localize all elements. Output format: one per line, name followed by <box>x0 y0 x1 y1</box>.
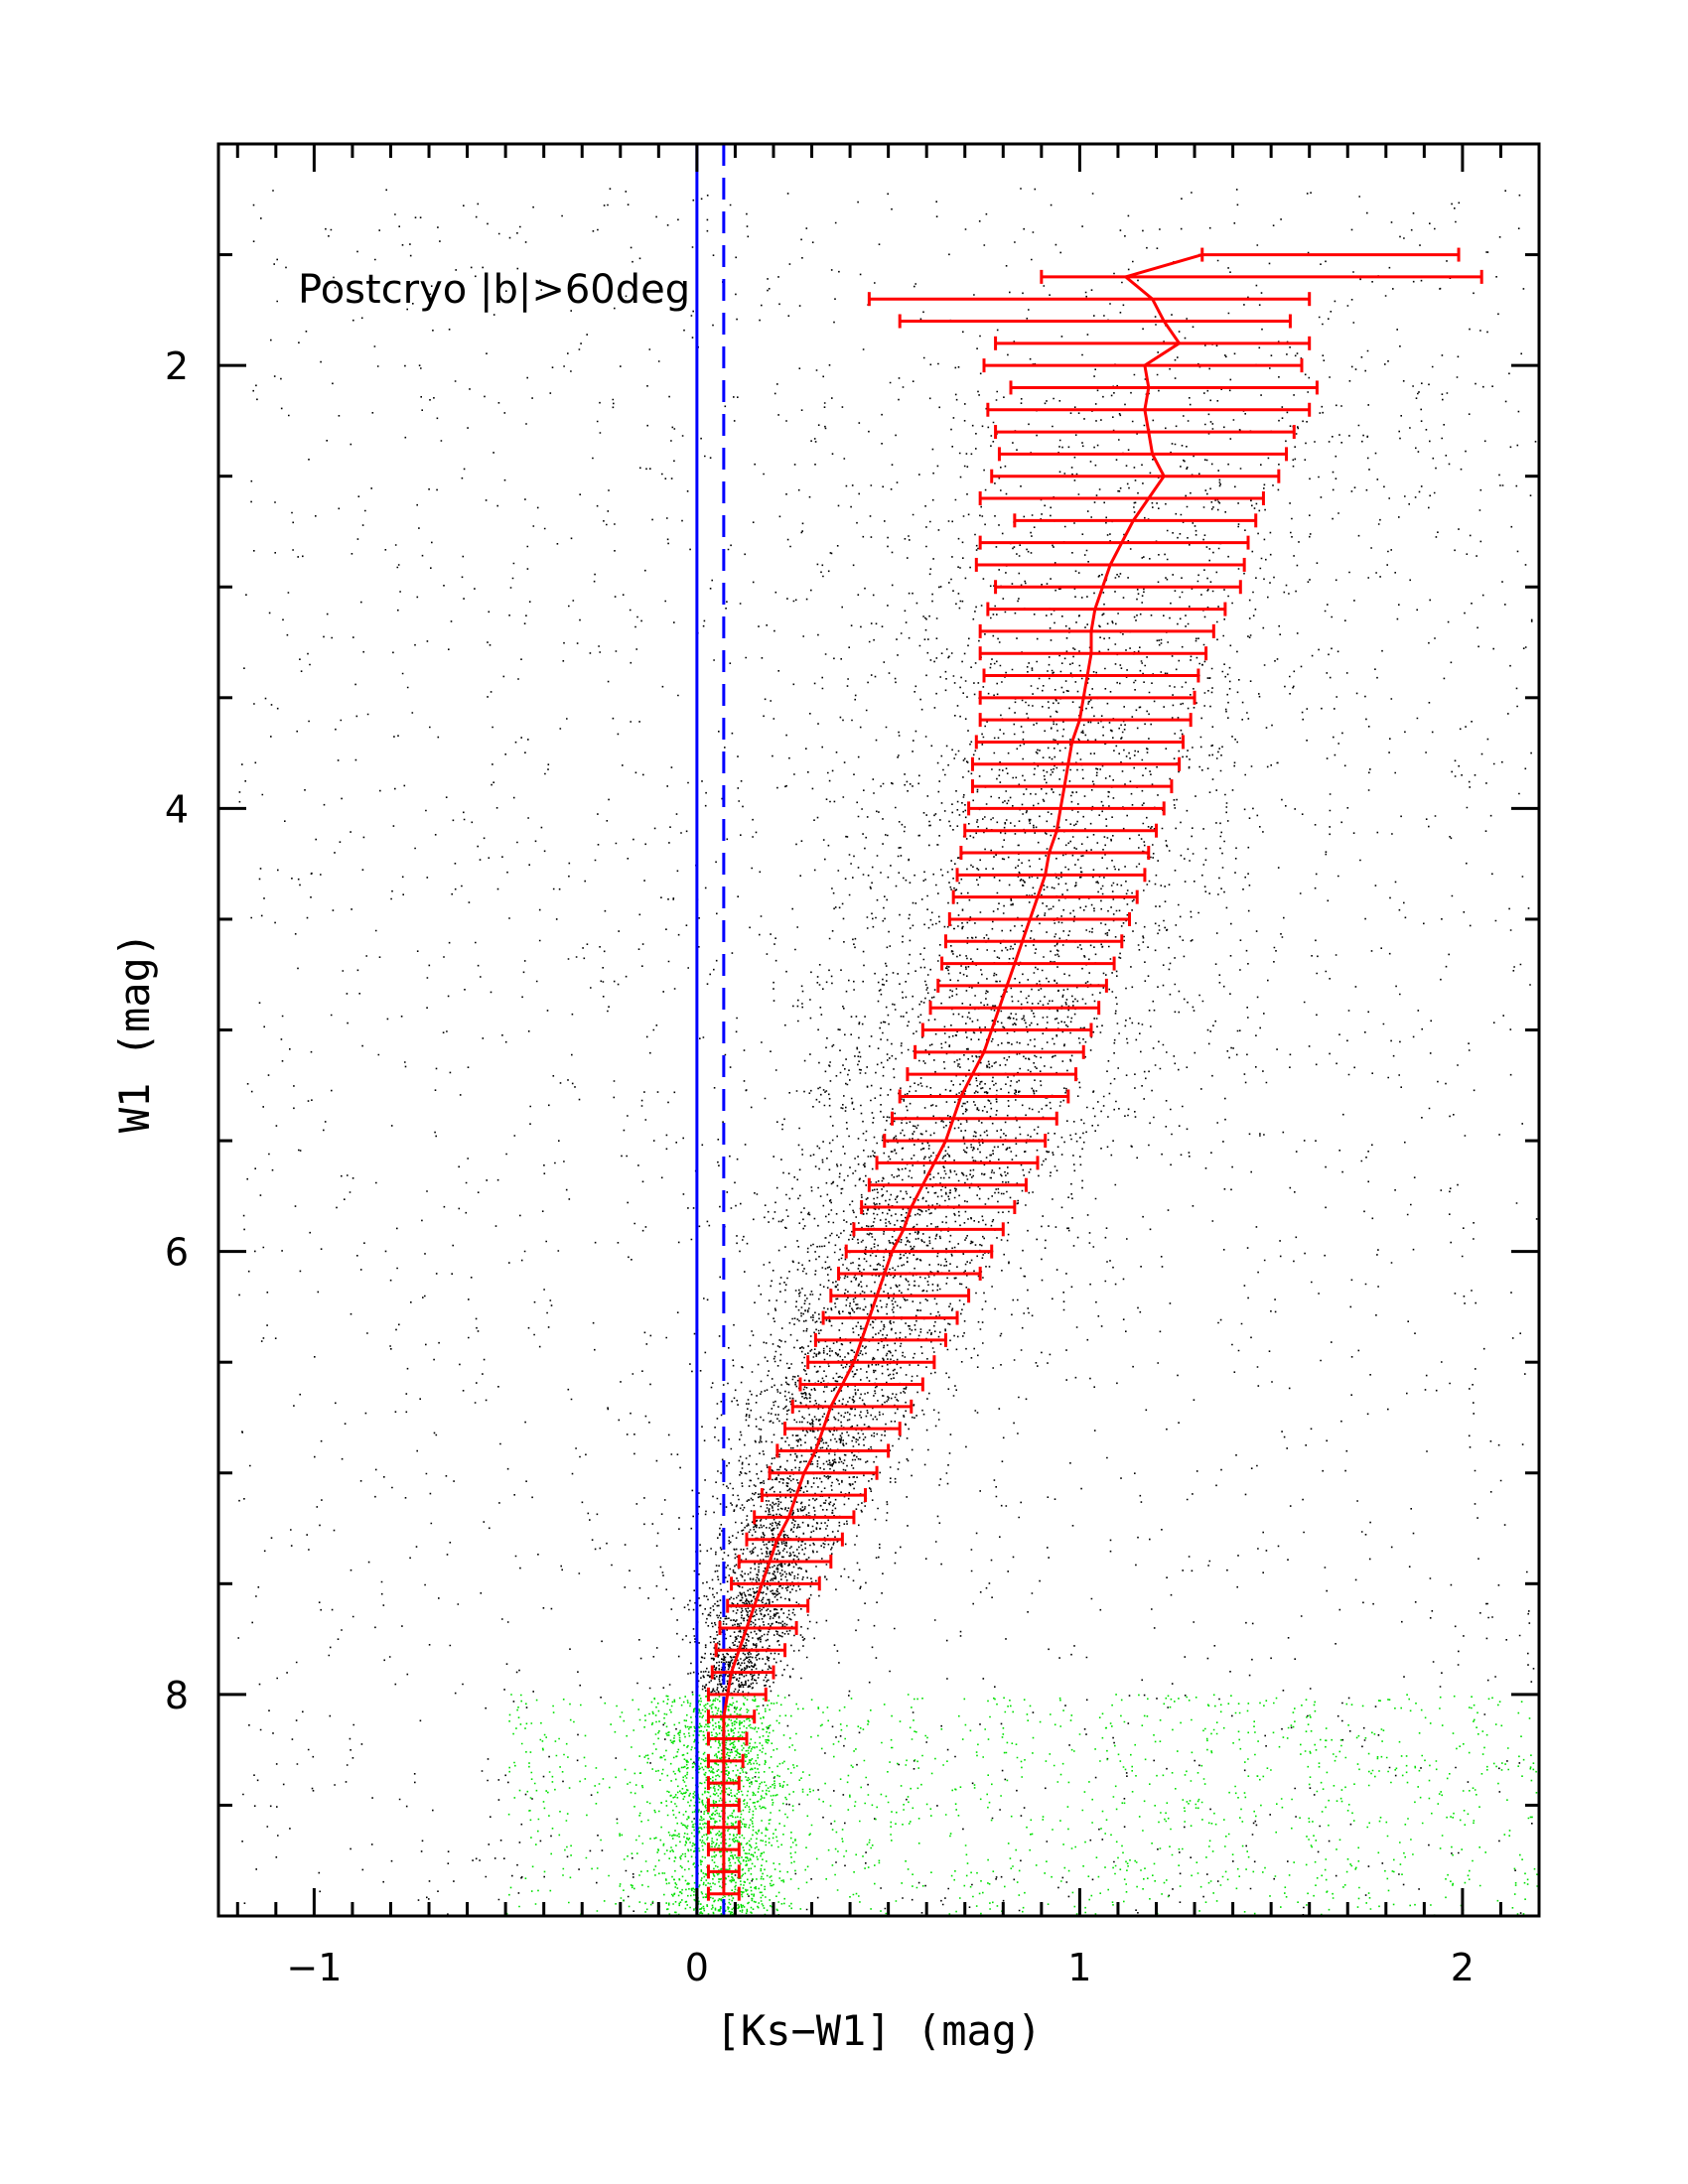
error-bar <box>974 735 1185 750</box>
x-tick-label: 0 <box>685 1946 709 1989</box>
error-bar <box>970 756 1182 771</box>
scatter-main <box>237 188 1539 1916</box>
error-bar <box>775 1443 891 1458</box>
error-bar <box>718 1620 798 1635</box>
error-bar <box>914 1044 1085 1059</box>
error-bar <box>982 358 1304 373</box>
error-bar <box>714 1643 787 1658</box>
error-bar <box>852 1222 1005 1237</box>
error-bar <box>768 1465 879 1480</box>
error-bar <box>943 934 1124 949</box>
error-bar <box>821 1310 959 1325</box>
x-axis-label: [Ks−W1] (mag) <box>716 2006 1043 2055</box>
error-bar <box>967 801 1166 816</box>
error-bar <box>1200 247 1461 262</box>
error-bar <box>875 1156 1040 1170</box>
error-bar <box>813 1332 947 1347</box>
error-bar <box>986 402 1312 417</box>
error-bar <box>806 1355 936 1370</box>
error-bar <box>994 336 1312 350</box>
error-bar <box>936 978 1108 993</box>
x-tick-label: −1 <box>286 1946 342 1989</box>
mean-track <box>722 253 1203 1894</box>
error-bar <box>994 425 1296 440</box>
binned-series <box>706 247 1483 1901</box>
y-axis-label: W1 (mag) <box>110 932 159 1133</box>
y-tick-label: 4 <box>165 787 189 831</box>
error-bar <box>790 1399 914 1414</box>
error-bar <box>982 668 1200 683</box>
error-bar <box>970 779 1174 794</box>
error-bar <box>890 1111 1058 1126</box>
error-bar <box>978 690 1196 705</box>
error-bar <box>860 1200 1017 1214</box>
error-bar <box>837 1266 982 1281</box>
error-bar <box>706 1709 757 1724</box>
error-bar <box>753 1510 856 1525</box>
error-bar <box>978 646 1208 661</box>
y-tick-label: 8 <box>165 1674 189 1717</box>
error-bar <box>867 1177 1028 1192</box>
error-bar <box>986 602 1227 616</box>
error-bar <box>829 1289 971 1303</box>
error-bar <box>920 1023 1093 1037</box>
error-bar <box>994 580 1242 595</box>
error-bar <box>867 292 1312 307</box>
error-bar <box>978 535 1250 550</box>
y-tick-label: 6 <box>165 1231 189 1275</box>
error-bar <box>990 469 1281 483</box>
error-bar <box>706 1731 749 1746</box>
error-bar <box>1013 513 1258 528</box>
error-bar <box>898 314 1292 329</box>
error-bar <box>978 713 1193 728</box>
scatter-faint <box>505 1694 1539 1916</box>
error-bar <box>726 1598 810 1613</box>
error-bar <box>706 1687 768 1702</box>
error-bar <box>760 1488 868 1503</box>
error-bar <box>745 1532 844 1547</box>
reference-lines <box>695 144 726 1916</box>
error-bar <box>951 889 1139 904</box>
error-bar <box>798 1377 924 1392</box>
error-bar <box>978 491 1265 505</box>
scatter-points <box>237 188 1539 1916</box>
error-bar <box>783 1422 902 1436</box>
y-tick-label: 2 <box>165 344 189 388</box>
error-bar <box>1040 269 1483 284</box>
error-bar <box>955 868 1147 883</box>
error-bar <box>940 956 1116 971</box>
error-bar <box>706 1753 745 1768</box>
error-bar <box>997 447 1289 462</box>
error-bar <box>883 1134 1048 1149</box>
x-tick-label: 1 <box>1067 1946 1091 1989</box>
error-bar <box>959 846 1151 860</box>
error-bar <box>898 1089 1070 1104</box>
axis-ticks: −1 0 1 2 2 4 6 8 <box>165 142 1541 1989</box>
error-bar <box>737 1555 833 1569</box>
error-bar <box>1009 380 1319 395</box>
error-bar <box>963 823 1158 838</box>
error-bar <box>947 911 1132 926</box>
error-bar <box>730 1576 821 1591</box>
annotation-label: Postcryo |b|>60deg <box>298 267 690 313</box>
error-bar <box>906 1067 1078 1082</box>
x-tick-label: 2 <box>1451 1946 1475 1989</box>
error-bar <box>928 1001 1101 1016</box>
error-bar <box>710 1665 775 1680</box>
plot-frame <box>216 142 1541 1918</box>
error-bar <box>978 623 1215 638</box>
error-bar <box>844 1244 994 1259</box>
